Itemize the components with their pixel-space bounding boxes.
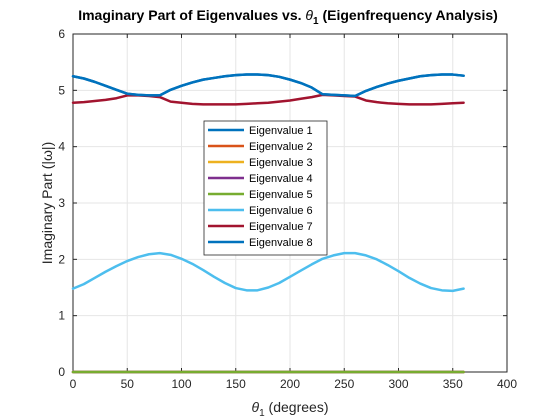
x-axis-label: θ1 (degrees): [252, 399, 329, 419]
x-tick-label: 400: [497, 377, 517, 391]
x-tick-label: 250: [334, 377, 354, 391]
x-tick-label: 0: [70, 377, 77, 391]
x-tick-label: 350: [443, 377, 463, 391]
legend-label-eigenvalue-7: Eigenvalue 7: [249, 221, 313, 233]
legend: Eigenvalue 1 Eigenvalue 2 Eigenvalue 3 Eige…: [203, 120, 328, 256]
x-tick-label: 150: [226, 377, 246, 391]
legend-label-eigenvalue-3: Eigenvalue 3: [249, 157, 313, 169]
x-tick-label: 100: [171, 377, 191, 391]
y-tick-label: 0: [58, 365, 65, 379]
legend-label-eigenvalue-8: Eigenvalue 8: [249, 237, 313, 249]
y-tick-label: 6: [58, 27, 65, 41]
legend-label-eigenvalue-1: Eigenvalue 1: [249, 125, 313, 137]
series-line-eigenvalue-6: [71, 251, 465, 293]
y-tick-label: 5: [58, 83, 65, 97]
x-tick-label: 200: [280, 377, 300, 391]
y-tick-label: 1: [58, 309, 65, 323]
axis-ticks: 0 50 100 150 200 250 300 350 400 0 1 2 3 4 5 6: [58, 27, 517, 391]
series-lines: [71, 73, 465, 374]
y-axis-label: Imaginary Part (|ω|): [39, 142, 55, 264]
y-tick-label: 3: [58, 196, 65, 210]
legend-label-eigenvalue-2: Eigenvalue 2: [249, 141, 313, 153]
x-tick-label: 300: [388, 377, 408, 391]
legend-label-eigenvalue-5: Eigenvalue 5: [249, 189, 313, 201]
y-tick-label: 2: [58, 252, 65, 266]
x-tick-label: 50: [121, 377, 135, 391]
y-tick-label: 4: [58, 140, 65, 154]
legend-label-eigenvalue-6: Eigenvalue 6: [249, 205, 313, 217]
legend-label-eigenvalue-4: Eigenvalue 4: [249, 173, 313, 185]
series-line-eigenvalue-8: [71, 73, 465, 98]
chart-title: Imaginary Part of Eigenvalues vs. θ1 (Ei…: [78, 7, 498, 27]
legend-box: [203, 120, 328, 256]
